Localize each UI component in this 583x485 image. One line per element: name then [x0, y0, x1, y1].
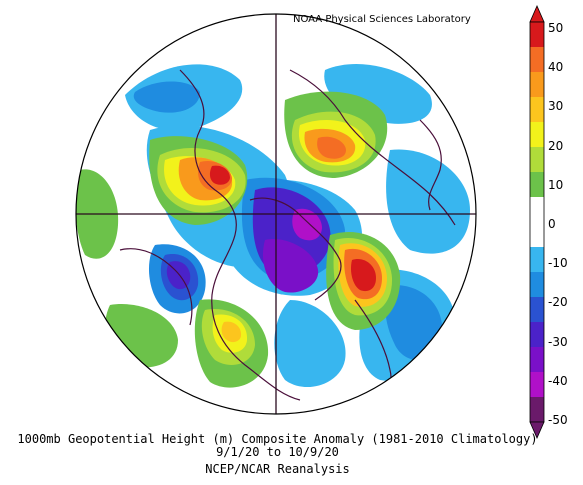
colorbar-segment [530, 372, 544, 398]
colorbar-segment [530, 72, 544, 98]
credit-label: NOAA Physical Sciences Laboratory [293, 14, 471, 25]
colorbar-segment [530, 197, 544, 223]
colorbar-tick-label: -20 [548, 295, 568, 310]
colorbar-tick-label: 10 [548, 177, 564, 192]
colorbar-tick-label: -30 [548, 334, 568, 349]
colorbar [529, 5, 545, 439]
colorbar-tick-label: 0 [548, 217, 556, 231]
colorbar-tick-label: 40 [548, 60, 564, 75]
colorbar-tick-label: 30 [548, 99, 564, 114]
map-border [75, 13, 477, 415]
colorbar-segment [530, 397, 544, 423]
colorbar-tick-label: -40 [548, 373, 568, 388]
colorbar-segment [530, 272, 544, 298]
colorbar-segment [530, 172, 544, 198]
colorbar-segment [530, 22, 544, 48]
colorbar-tick-label: -50 [548, 413, 568, 427]
caption-title: 1000mb Geopotential Height (m) Composite… [17, 432, 538, 446]
colorbar-top-arrow [529, 5, 545, 23]
colorbar-segment [530, 322, 544, 348]
colorbar-segment [530, 347, 544, 373]
caption-dates: 9/1/20 to 10/9/20 [216, 445, 339, 459]
colorbar-segment [530, 122, 544, 148]
colorbar-segment [530, 147, 544, 173]
colorbar-tick-label: 20 [548, 138, 564, 153]
colorbar-segment [530, 222, 544, 248]
colorbar-segment [530, 47, 544, 73]
colorbar-tick-label: 50 [548, 21, 564, 35]
colorbar-segment [530, 97, 544, 123]
anomaly-field [76, 64, 470, 388]
colorbar-tick-label: -10 [548, 256, 568, 271]
colorbar-segment [530, 297, 544, 323]
caption-source: NCEP/NCAR Reanalysis [205, 462, 350, 476]
colorbar-bottom-arrow [529, 421, 545, 439]
colorbar-segment [530, 247, 544, 273]
